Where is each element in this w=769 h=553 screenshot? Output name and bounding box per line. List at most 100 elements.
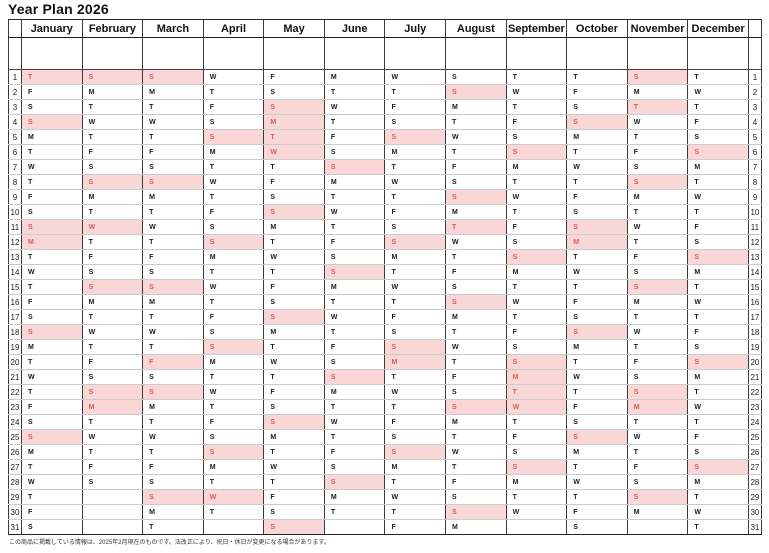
day-cell: W [202, 279, 264, 295]
day-number-right: 13 [747, 249, 762, 265]
day-cell: S [202, 339, 264, 355]
day-cell: T [202, 399, 264, 415]
day-cell [323, 519, 385, 535]
day-number-left: 24 [8, 414, 22, 430]
day-cell: S [384, 114, 446, 130]
day-cell: T [142, 99, 204, 115]
day-cell: W [21, 264, 83, 280]
day-number-left: 15 [8, 279, 22, 295]
day-cell: T [384, 189, 446, 205]
day-cell: S [323, 459, 385, 475]
month-header: August [445, 19, 507, 38]
day-cell: T [687, 414, 749, 430]
day-cell: T [21, 69, 83, 85]
notes-cell [747, 37, 762, 70]
day-cell: W [445, 129, 507, 145]
day-cell: T [21, 354, 83, 370]
day-cell: M [566, 339, 628, 355]
day-number-left: 27 [8, 459, 22, 475]
day-cell: S [81, 174, 143, 190]
day-cell: T [505, 204, 567, 220]
day-cell: S [142, 474, 204, 490]
day-row: 31 S T S F M S T 31 [8, 519, 762, 535]
day-cell: S [384, 444, 446, 460]
day-cell: S [505, 129, 567, 145]
day-cell: T [505, 414, 567, 430]
day-cell: M [142, 399, 204, 415]
day-cell: W [626, 114, 688, 130]
day-cell: S [566, 114, 628, 130]
month-header-row: January February March April May June July Augu… [8, 19, 762, 38]
day-cell: S [263, 294, 325, 310]
day-cell: M [626, 504, 688, 520]
day-cell: M [505, 474, 567, 490]
day-cell: S [626, 279, 688, 295]
day-cell: S [445, 189, 507, 205]
day-cell: T [687, 384, 749, 400]
day-cell: S [81, 159, 143, 175]
day-number-right: 6 [747, 144, 762, 160]
day-cell: T [323, 84, 385, 100]
day-cell: W [263, 354, 325, 370]
day-cell: F [81, 459, 143, 475]
day-cell: S [384, 339, 446, 355]
day-cell: W [21, 159, 83, 175]
day-cell: S [142, 369, 204, 385]
day-cell: S [323, 159, 385, 175]
day-cell: T [202, 369, 264, 385]
day-cell: S [142, 264, 204, 280]
day-number-left: 1 [8, 69, 22, 85]
day-cell: S [142, 384, 204, 400]
day-row: 28 W S S T T S T F M W S M 28 [8, 474, 762, 490]
day-cell: M [21, 339, 83, 355]
corner-cell [747, 19, 762, 38]
day-cell: T [445, 459, 507, 475]
day-cell: T [21, 249, 83, 265]
day-cell: T [384, 294, 446, 310]
day-number-left: 14 [8, 264, 22, 280]
day-cell: W [323, 99, 385, 115]
day-cell: S [566, 414, 628, 430]
day-number-left: 13 [8, 249, 22, 265]
day-number-right: 23 [747, 399, 762, 415]
day-cell: M [21, 234, 83, 250]
day-cell: T [566, 69, 628, 85]
day-cell: M [263, 324, 325, 340]
day-row: 10 S T T F S W F M T S T T 10 [8, 204, 762, 220]
notes-cell [445, 37, 507, 70]
day-cell: S [384, 324, 446, 340]
day-cell: T [384, 474, 446, 490]
day-cell: T [626, 204, 688, 220]
day-cell: S [142, 159, 204, 175]
corner-cell [8, 19, 22, 38]
day-cell: M [202, 144, 264, 160]
month-header: May [263, 19, 325, 38]
day-cell: F [445, 369, 507, 385]
day-number-right: 26 [747, 444, 762, 460]
day-number-right: 24 [747, 414, 762, 430]
day-cell: T [21, 174, 83, 190]
day-number-right: 11 [747, 219, 762, 235]
day-cell: S [626, 264, 688, 280]
day-cell: S [445, 384, 507, 400]
day-number-right: 4 [747, 114, 762, 130]
day-cell: M [384, 459, 446, 475]
day-cell: M [626, 399, 688, 415]
day-cell: F [323, 444, 385, 460]
day-cell: M [687, 369, 749, 385]
day-cell: S [142, 279, 204, 295]
day-cell: S [445, 174, 507, 190]
day-cell: F [445, 159, 507, 175]
month-header: October [566, 19, 628, 38]
day-cell: M [81, 294, 143, 310]
day-cell: T [626, 234, 688, 250]
day-cell: T [21, 279, 83, 295]
day-cell: T [202, 294, 264, 310]
day-cell: T [263, 159, 325, 175]
day-number-right: 9 [747, 189, 762, 205]
day-cell: S [323, 369, 385, 385]
day-row: 29 T S W F M W S T T S T 29 [8, 489, 762, 505]
